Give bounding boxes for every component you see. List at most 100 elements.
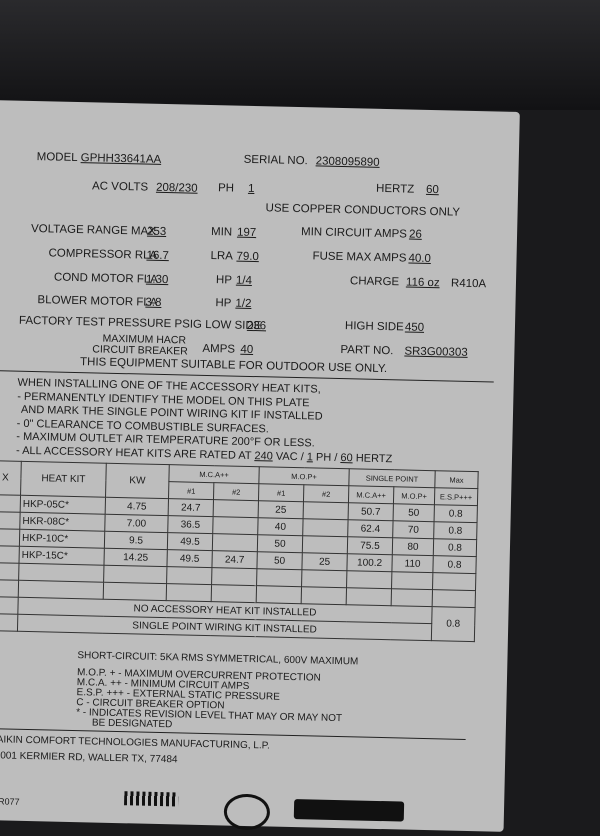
blower-hp-value: 1/2 [235,297,252,310]
col-mop: M.O.P+ [258,466,350,486]
rated-ph: 1 [306,450,314,463]
table-cell: 0.8 [433,521,478,540]
table-cell: 110 [391,554,434,573]
max-esp: E.S.P+++ [434,487,478,506]
table-cell [303,501,349,520]
refrigerant: R410A [450,277,487,291]
table-cell: 49.5 [166,549,213,568]
model-label: MODEL [36,151,78,165]
table-cell: 80 [392,537,434,556]
table-cell: HKP-15C* [18,546,105,566]
short-circuit-note: SHORT-CIRCUIT: 5KA RMS SYMMETRICAL, 600V… [77,650,359,668]
table-cell [213,499,259,518]
table-cell: 0.8 [432,555,477,574]
hz-label2: HERTZ [355,451,393,465]
table-cell: 100.2 [346,553,393,572]
table-cell: 24.7 [168,498,214,517]
mop-2: #2 [303,484,349,503]
table-cell: HKR-08C* [19,512,106,532]
heat-kit-table: X HEAT KIT KW M.C.A++ M.O.P+ SINGLE POIN… [0,460,479,642]
blower-value: 3.8 [145,296,162,309]
cond-value: 1.30 [145,273,169,287]
ac-volts-value: 208/230 [155,181,198,195]
low-side-value: 236 [246,319,267,333]
table-cell: 0.8 [433,538,477,557]
table-cell: 7.00 [104,514,169,533]
table-cell: 24.7 [211,550,258,569]
x-cell [0,511,21,530]
col-x: X [0,460,22,496]
mca-value: 26 [408,228,422,241]
charge-label: CHARGE [349,275,400,289]
fuse-value: 40.0 [408,252,432,266]
table-cell: 36.5 [167,515,214,534]
mca-2: #2 [213,482,259,501]
table-cell: 9.5 [104,531,168,550]
col-max: Max [434,470,479,489]
x-cell [0,528,20,547]
hacr-value: 40 [240,343,254,357]
table-cell: 0.8 [434,504,478,523]
col-kw: KW [105,463,170,499]
table-cell: 62.4 [347,519,394,538]
table-cell: 25 [301,552,348,571]
cond-hp-value: 1/4 [235,274,253,287]
table-cell: 14.25 [103,548,168,567]
col-heat-kit: HEAT KIT [20,461,107,498]
rating-plate: MODEL GPHH33641AA SERIAL NO. 2308095890 … [0,100,520,832]
col-single-point: SINGLE POINT [348,468,436,488]
copper-note: USE COPPER CONDUCTORS ONLY [265,202,461,219]
sp-mca: M.C.A++ [348,485,394,504]
hertz-label: HERTZ [375,182,415,196]
serial-label: SERIAL NO. [243,153,308,168]
table-cell: HKP-05C* [20,495,106,515]
fuse-label: FUSE MAX AMPS [312,250,407,265]
mca-label: MIN CIRCUIT AMPS [300,226,408,241]
serial-value: 2308095890 [315,155,380,169]
cond-label: COND MOTOR FLA [53,271,159,286]
charge-value: 116 oz [405,276,440,290]
model-value: GPHH33641AA [80,152,162,166]
x-cell [0,494,21,513]
high-side-label: HIGH SIDE [344,320,404,334]
ph-label2: PH / [315,450,338,464]
hacr-label-2: CIRCUIT BREAKER [92,343,188,358]
table-cell: 49.5 [167,532,213,551]
label-code: SR077 [0,796,20,807]
blower-label: BLOWER MOTOR FLA [37,294,158,309]
vmax-label: VOLTAGE RANGE MAX [30,222,157,238]
rla-value: 16.7 [146,249,170,263]
lra-label: LRA [210,250,234,263]
ph-value: 1 [247,182,255,196]
manufacturer: DAIKIN COMFORT TECHNOLOGIES MANUFACTURIN… [0,734,270,752]
dark-unit-housing [0,0,600,110]
table-cell: 50 [257,534,303,553]
single-kit-esp: 0.8 [431,606,476,642]
hertz-value: 60 [425,183,440,197]
ahri-logo-icon [293,799,405,822]
cond-hp-label: HP [215,274,233,287]
table-cell: 4.75 [105,497,169,516]
table-cell: 50.7 [348,502,394,521]
rated-volts: 240 [254,449,273,463]
table-cell: HKP-10C* [19,529,105,549]
table-cell [212,533,258,552]
blower-hp-label: HP [215,297,232,310]
mca-1: #1 [168,481,214,500]
manufacturer-address: 19001 KERMIER RD, WALLER TX, 77484 [0,750,178,766]
etl-logo-icon [223,793,271,831]
table-cell: 25 [258,500,304,519]
ac-volts-label: AC VOLTS [91,180,149,194]
vac-label: VAC / [275,450,304,463]
ph-label: PH [217,182,235,195]
table-cell [302,518,349,537]
accessory-notes: WHEN INSTALLING ONE OF THE ACCESSORY HEA… [16,377,394,467]
table-cell: 40 [257,517,304,536]
sp-mop: M.O.P+ [393,486,435,505]
part-value: SR3G00303 [404,345,468,359]
high-side-value: 450 [404,321,425,334]
part-label: PART NO. [340,344,394,358]
rla-label: COMPRESSOR RLA [48,247,158,262]
table-cell: 50 [393,503,435,522]
vmin-value: 197 [236,226,257,240]
